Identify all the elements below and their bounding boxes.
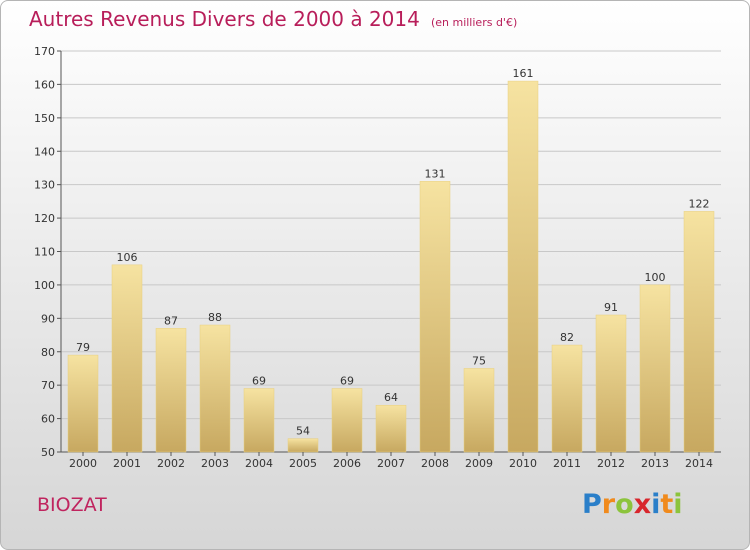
data-label: 75	[472, 354, 486, 367]
y-tick-label: 170	[34, 45, 55, 58]
y-tick-label: 150	[34, 112, 55, 125]
logo-letter: o	[615, 489, 634, 520]
data-label: 88	[208, 311, 222, 324]
data-label: 64	[384, 391, 398, 404]
bar	[595, 314, 627, 453]
bar	[639, 284, 671, 453]
data-label: 79	[76, 341, 90, 354]
x-tick-label: 2011	[553, 457, 581, 470]
commune-name: BIOZAT	[37, 494, 107, 516]
x-tick-label: 2000	[69, 457, 97, 470]
y-tick-label: 100	[34, 279, 55, 292]
bar	[551, 344, 583, 453]
logo-letter: x	[633, 489, 652, 520]
bar	[111, 264, 143, 453]
chart-title: Autres Revenus Divers de 2000 à 2014 (en…	[29, 7, 517, 31]
x-tick-label: 2001	[113, 457, 141, 470]
logo-letter: r	[601, 489, 616, 520]
bar	[419, 181, 451, 453]
x-tick-label: 2004	[245, 457, 273, 470]
x-tick-label: 2008	[421, 457, 449, 470]
logo-letter: P	[582, 489, 602, 520]
bar	[155, 328, 187, 453]
y-tick-label: 130	[34, 179, 55, 192]
bar	[331, 388, 363, 453]
bar	[683, 211, 715, 453]
x-tick-label: 2009	[465, 457, 493, 470]
y-tick-label: 140	[34, 145, 55, 158]
bar	[507, 80, 539, 453]
y-tick-label: 70	[41, 379, 55, 392]
x-tick-label: 2007	[377, 457, 405, 470]
y-tick-label: 60	[41, 413, 55, 426]
title-text: Autres Revenus Divers de 2000 à 2014	[29, 7, 420, 31]
bar	[243, 388, 275, 453]
logo-letter: t	[660, 489, 674, 520]
data-label: 54	[296, 425, 310, 438]
y-tick-label: 110	[34, 246, 55, 259]
data-label: 100	[645, 271, 666, 284]
data-label: 161	[513, 67, 534, 80]
x-tick-label: 2012	[597, 457, 625, 470]
data-label: 122	[689, 197, 710, 210]
y-tick-label: 80	[41, 346, 55, 359]
x-tick-label: 2014	[685, 457, 713, 470]
data-label: 91	[604, 301, 618, 314]
y-tick-label: 90	[41, 312, 55, 325]
y-tick-label: 50	[41, 446, 55, 459]
data-label: 131	[425, 167, 446, 180]
proxiti-logo: Proxiti	[582, 489, 683, 520]
bar	[67, 354, 99, 453]
y-tick-label: 160	[34, 78, 55, 91]
bar	[463, 368, 495, 453]
x-tick-label: 2010	[509, 457, 537, 470]
data-label: 87	[164, 314, 178, 327]
y-tick-label: 120	[34, 212, 55, 225]
title-unit: (en milliers d'€)	[430, 16, 518, 29]
bar	[199, 324, 231, 453]
x-tick-label: 2005	[289, 457, 317, 470]
bar	[375, 404, 407, 453]
data-label: 69	[340, 375, 354, 388]
data-label: 69	[252, 375, 266, 388]
x-tick-label: 2003	[201, 457, 229, 470]
x-tick-label: 2006	[333, 457, 361, 470]
logo-letter: i	[651, 489, 661, 520]
logo-letter: i	[673, 489, 683, 520]
bar	[287, 438, 319, 453]
data-label: 106	[117, 251, 138, 264]
data-label: 82	[560, 331, 574, 344]
x-tick-label: 2002	[157, 457, 185, 470]
x-tick-label: 2013	[641, 457, 669, 470]
